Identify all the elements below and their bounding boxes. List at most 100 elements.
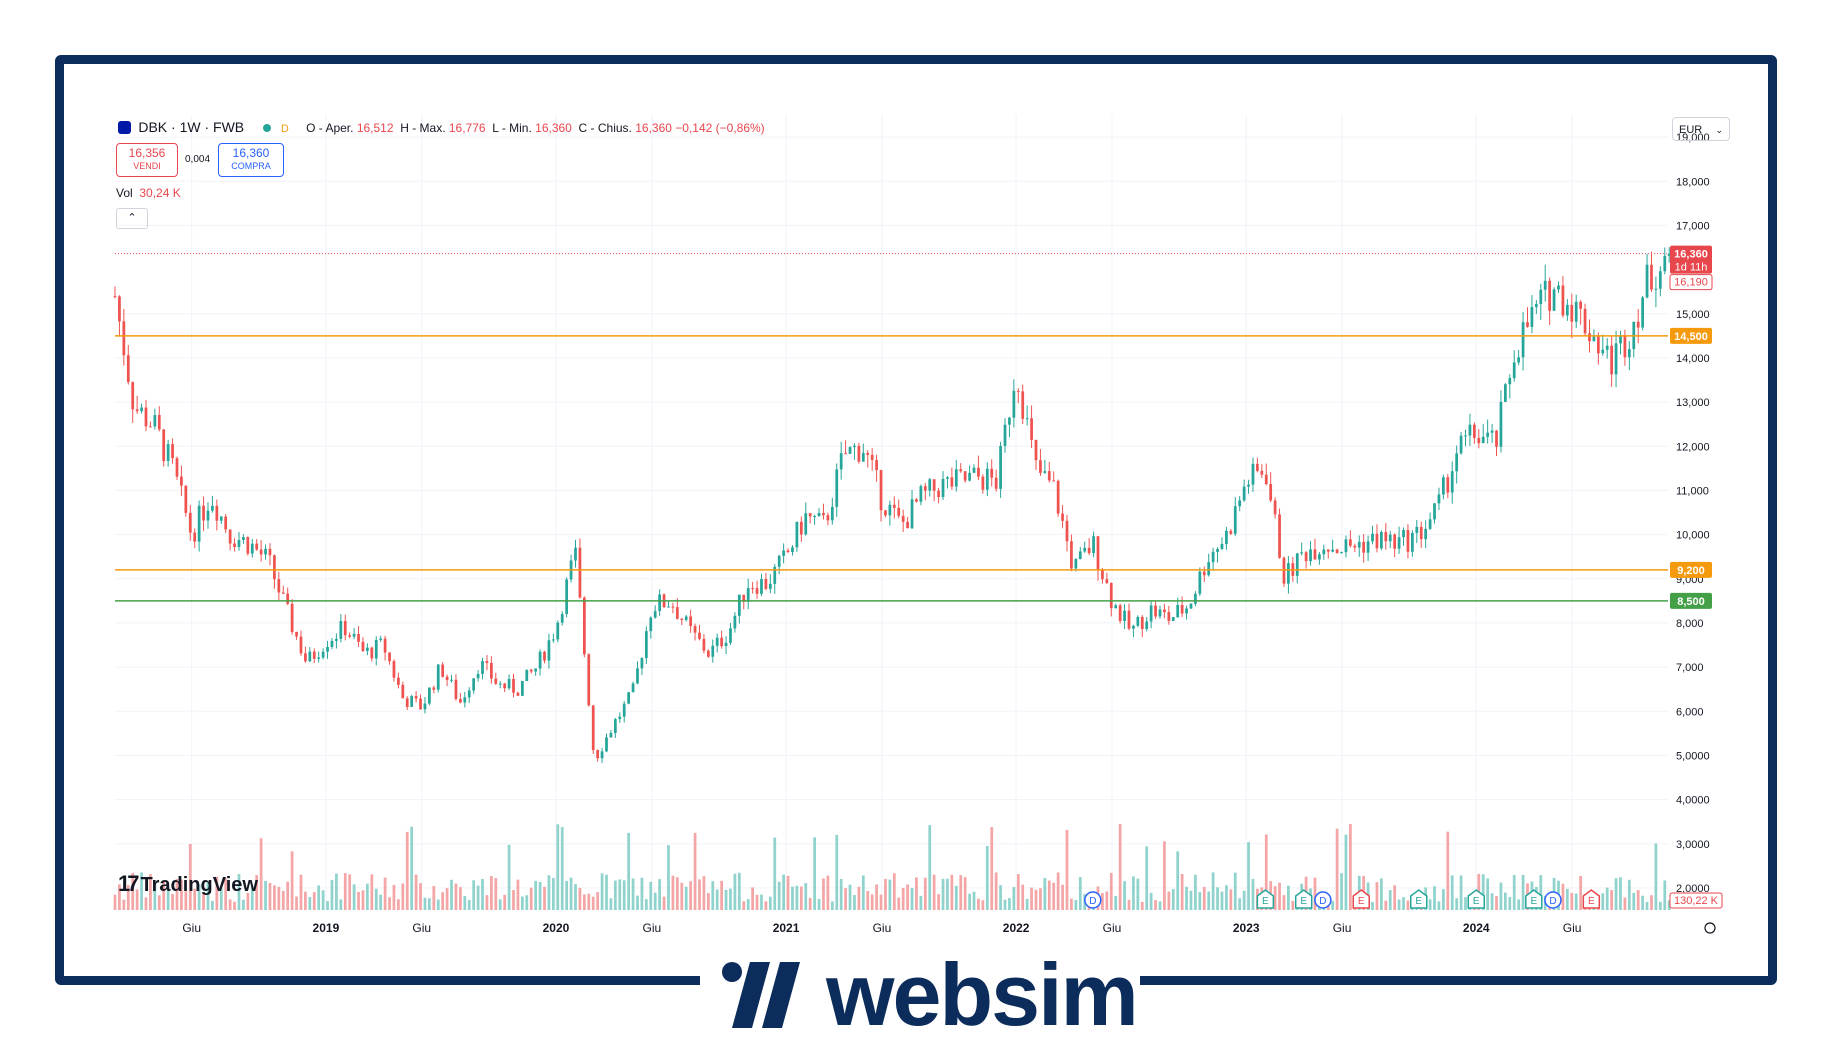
candle-down: [1109, 582, 1113, 609]
volume-bar: [321, 890, 325, 910]
volume-bar: [866, 890, 870, 910]
candle-down: [516, 692, 520, 696]
candle-up: [264, 548, 267, 555]
volume-bar: [1503, 892, 1507, 910]
volume-bar: [1043, 877, 1047, 910]
volume-bar: [946, 878, 949, 910]
candle-up: [817, 512, 821, 517]
volume-label-box: [1669, 892, 1723, 909]
candle-down: [494, 678, 498, 684]
volume-bar: [445, 888, 449, 910]
candle-up: [627, 692, 631, 704]
candle-up: [928, 479, 932, 491]
bar-countdown-label: 1d 11h: [1675, 262, 1708, 274]
candle-down: [1087, 547, 1091, 554]
candle-down: [786, 550, 790, 552]
volume-bar: [1180, 873, 1184, 910]
volume-bar: [1490, 893, 1494, 910]
volume-bar: [1189, 890, 1193, 910]
volume-bar: [959, 875, 963, 910]
candle-up: [1397, 537, 1401, 549]
candle-up: [1530, 307, 1534, 327]
volume-bar: [1061, 884, 1064, 910]
volume-bar: [135, 889, 139, 910]
close-value: 16,360: [635, 121, 672, 135]
spread-value: 0,004: [185, 154, 211, 165]
candle-up: [941, 478, 945, 498]
volume-bar: [1614, 878, 1618, 910]
volume-bar: [764, 901, 768, 910]
currency-select[interactable]: EUR ⌄: [1672, 117, 1730, 141]
candle-down: [1034, 439, 1038, 461]
tradingview-logo[interactable]: 17 TradingView: [118, 871, 258, 897]
volume-bar: [259, 838, 263, 910]
candle-up: [476, 673, 480, 679]
event-marker-label: E: [1530, 896, 1537, 907]
candle-down: [1375, 533, 1379, 549]
candle-down: [1393, 534, 1397, 549]
candle-down: [884, 510, 887, 516]
volume-bar: [1663, 880, 1667, 910]
volume-bar: [1070, 898, 1073, 910]
candle-up: [1366, 541, 1370, 553]
candle-up: [1486, 432, 1490, 437]
open-value: 16,512: [356, 121, 394, 135]
candle-down: [1596, 336, 1600, 354]
volume-bar: [1464, 897, 1467, 910]
candle-down: [578, 547, 582, 598]
collapse-legend-button[interactable]: ⌃: [116, 208, 148, 229]
candle-down: [543, 651, 546, 661]
volume-bar: [516, 879, 520, 910]
volume-bar: [1627, 879, 1631, 910]
candle-up: [352, 633, 356, 637]
candle-down: [937, 490, 940, 498]
candle-up: [1517, 357, 1521, 363]
volume-bar: [1667, 900, 1671, 910]
candle-down: [370, 647, 374, 659]
volume-bar: [1313, 877, 1317, 910]
volume-bar: [242, 899, 245, 910]
candle-up: [140, 407, 143, 412]
volume-bar: [202, 894, 205, 910]
volume-bar: [1437, 901, 1441, 910]
volume-bar: [972, 891, 976, 910]
candle-up: [379, 638, 383, 640]
buy-button[interactable]: 16,360 COMPRA: [218, 143, 284, 177]
candle-down: [1583, 308, 1587, 334]
volume-bar: [1136, 878, 1140, 910]
sell-button[interactable]: 16,356 VENDI: [116, 143, 178, 177]
candle-up: [1043, 471, 1047, 473]
volume-bar: [968, 893, 971, 910]
axis-settings-icon[interactable]: [1704, 922, 1716, 934]
y-tick-label: 4,0000: [1676, 795, 1710, 807]
candle-down: [808, 513, 812, 517]
candle-up: [1340, 552, 1343, 554]
volume-bar: [658, 879, 662, 910]
candle-up: [636, 668, 639, 684]
candle-up: [954, 469, 958, 487]
volume-bar: [999, 885, 1002, 910]
candle-down: [826, 515, 830, 521]
candle-up: [1114, 605, 1118, 609]
volume-bar: [680, 882, 684, 910]
x-tick-label: 2020: [543, 921, 570, 935]
candle-up: [782, 550, 785, 556]
volume-bar: [171, 894, 174, 910]
candle-up: [729, 628, 732, 643]
x-tick-label: Giu: [1333, 921, 1352, 935]
level-label: 8,500: [1677, 596, 1705, 608]
candle-up: [219, 516, 223, 521]
volume-bar: [1171, 889, 1175, 910]
x-tick-label: Giu: [1563, 921, 1582, 935]
candle-up: [206, 510, 210, 521]
candle-down: [268, 548, 272, 556]
candle-up: [1459, 435, 1463, 454]
candle-up: [1357, 541, 1361, 548]
buy-price: 16,360: [232, 146, 270, 160]
volume-legend: Vol 30,24 K: [116, 186, 181, 200]
x-tick-label: Giu: [182, 921, 201, 935]
candle-down: [1278, 514, 1281, 558]
earnings-marker-icon: [1525, 889, 1543, 909]
volume-bar: [1078, 877, 1082, 910]
symbol-header[interactable]: DBK · 1W · FWB D O - Aper. 16,512 H - Ma…: [118, 119, 765, 135]
